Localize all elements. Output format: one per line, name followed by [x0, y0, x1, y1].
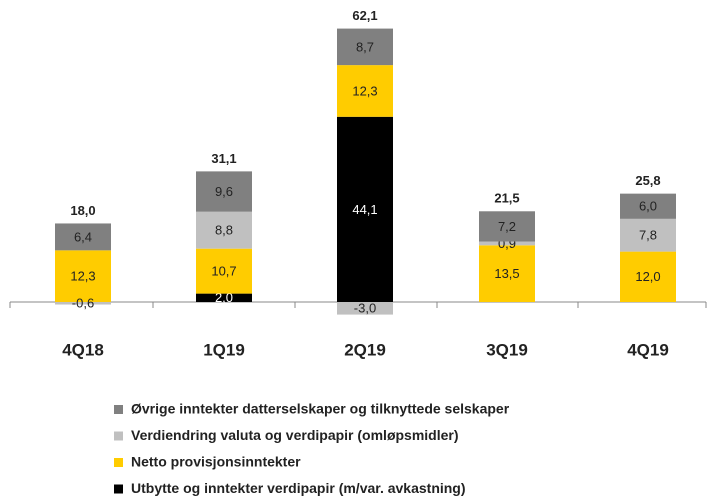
- data-label: 8,7: [356, 39, 374, 54]
- data-label: 6,0: [639, 199, 657, 214]
- bar-segment: [479, 211, 535, 242]
- bar-segment: [337, 116, 393, 302]
- data-label: 6,4: [74, 229, 92, 244]
- x-tick-label: 4Q18: [62, 340, 104, 359]
- bar-segment: [55, 302, 111, 305]
- legend-swatch: [114, 458, 123, 467]
- x-tick-label: 3Q19: [486, 340, 528, 359]
- bar-segment: [55, 223, 111, 251]
- bar-segment: [337, 28, 393, 66]
- legend-swatch: [114, 484, 123, 494]
- data-label: 10,7: [211, 264, 236, 279]
- bar-segment: [337, 302, 393, 315]
- legend-label: Verdiendring valuta og verdipapir (omløp…: [131, 427, 459, 443]
- data-label: 12,3: [70, 269, 95, 284]
- data-label: 2,0: [215, 290, 233, 305]
- bar-segment: [55, 250, 111, 302]
- bar-segment: [620, 193, 676, 219]
- data-label: 7,2: [498, 219, 516, 234]
- x-tick-label: 1Q19: [203, 340, 245, 359]
- data-label: 9,6: [215, 184, 233, 199]
- legend-label: Netto provisjonsinntekter: [131, 454, 301, 470]
- bar-segment: [620, 251, 676, 302]
- bar-segment: [620, 218, 676, 252]
- total-label: 25,8: [635, 173, 660, 188]
- data-label: 13,5: [494, 266, 519, 281]
- bar-segment: [479, 245, 535, 302]
- x-tick-label: 4Q19: [627, 340, 669, 359]
- data-label: -3,0: [354, 301, 376, 316]
- total-label: 21,5: [494, 191, 519, 206]
- total-label: 62,1: [352, 8, 377, 23]
- data-label: 44,1: [352, 202, 377, 217]
- bar-segment: [196, 248, 252, 294]
- legend-label: Utbytte og inntekter verdipapir (m/var. …: [131, 480, 466, 496]
- bar-segment: [196, 293, 252, 302]
- total-label: 18,0: [70, 203, 95, 218]
- data-label: 7,8: [639, 228, 657, 243]
- legend-swatch: [114, 405, 123, 414]
- data-label: 8,8: [215, 223, 233, 238]
- total-label: 31,1: [211, 151, 236, 166]
- data-label: -0,6: [72, 296, 94, 311]
- legend-swatch: [114, 431, 123, 441]
- data-label: 12,3: [352, 83, 377, 98]
- bar-segment: [196, 171, 252, 212]
- data-label: 12,0: [635, 269, 660, 284]
- x-tick-label: 2Q19: [344, 340, 386, 359]
- bar-segment: [479, 241, 535, 246]
- bar-segment: [196, 211, 252, 249]
- legend-label: Øvrige inntekter datterselskaper og tilk…: [131, 401, 510, 417]
- bar-segment: [337, 65, 393, 117]
